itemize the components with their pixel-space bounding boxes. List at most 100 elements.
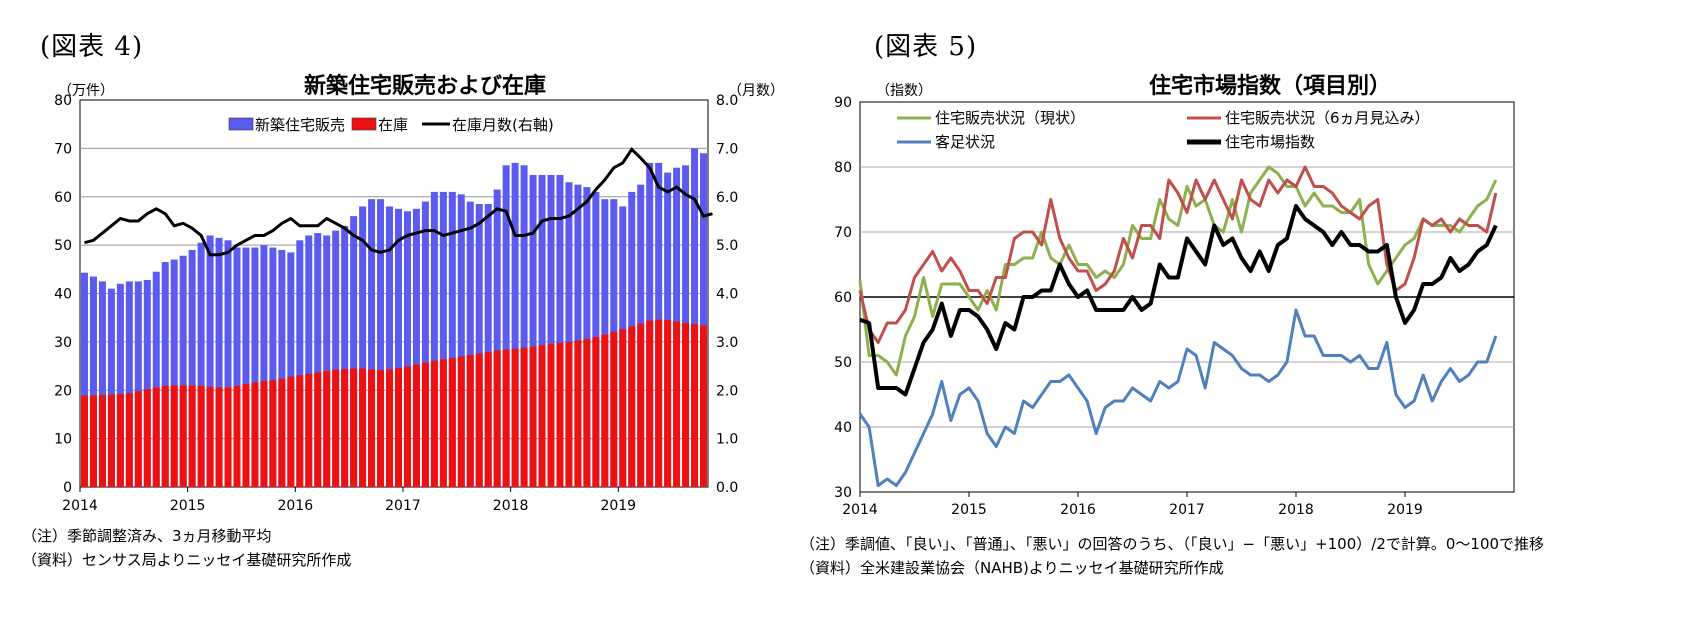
sales-bar <box>430 191 438 487</box>
inventory-bar <box>538 345 546 487</box>
inventory-bar <box>296 375 304 487</box>
inventory-bar <box>206 386 214 487</box>
inventory-bar <box>260 381 268 487</box>
legend-swatch <box>228 117 254 131</box>
sales-bar <box>475 204 483 487</box>
y-tick-label: 0 <box>63 480 72 496</box>
x-tick-label: 2018 <box>493 498 529 514</box>
inventory-bar <box>664 320 672 487</box>
x-tick-label: 2014 <box>62 498 98 514</box>
x-tick-label: 2018 <box>1278 502 1314 518</box>
sales-bar <box>107 288 115 487</box>
sales-bar <box>224 240 232 487</box>
sales-bar <box>547 174 555 487</box>
sales-bar <box>269 247 277 487</box>
sales-bar <box>700 153 708 487</box>
sales-bar <box>520 165 528 487</box>
right-panel: (図表 5) 住宅市場指数（項目別） （指数） 30 40 50 60 70 80 90 20… <box>800 0 1683 632</box>
sales-bar <box>350 216 358 487</box>
sales-bar <box>691 148 699 487</box>
inventory-bar <box>484 352 492 487</box>
inventory-bar <box>412 364 420 487</box>
inventory-bar <box>565 341 573 487</box>
y-right-tick-label: 7.0 <box>716 141 738 157</box>
y-tick-label: 80 <box>54 93 72 109</box>
inventory-bar <box>350 368 358 487</box>
sales-bar <box>161 262 169 487</box>
inventory-bar <box>107 394 115 487</box>
x-tick-label: 2015 <box>951 502 987 518</box>
sales-bar <box>448 191 456 487</box>
inventory-bar <box>143 389 151 487</box>
x-tick-label: 2017 <box>385 498 421 514</box>
sales-bar <box>386 206 394 488</box>
inventory-bar <box>368 369 376 487</box>
inventory-bar <box>188 385 196 487</box>
inventory-bar <box>233 385 241 487</box>
inventory-bar <box>269 380 277 487</box>
inventory-bar <box>116 394 124 487</box>
inventory-bar <box>323 370 331 487</box>
inventory-bar <box>403 366 411 487</box>
y-tick-label: 70 <box>54 141 72 157</box>
y-tick-label: 40 <box>54 287 72 303</box>
y-right-tick-label: 0.0 <box>716 480 738 496</box>
inventory-bar <box>574 340 582 487</box>
sales-bar <box>98 281 106 487</box>
inventory-bar <box>377 369 385 487</box>
inventory-bar <box>332 369 340 487</box>
sales-bar <box>439 191 447 487</box>
legend-swatch <box>351 117 377 131</box>
sales-bar <box>341 225 349 487</box>
inventory-bar <box>700 325 708 487</box>
y-tick-label: 50 <box>834 355 852 371</box>
inventory-bar <box>475 353 483 487</box>
sales-bar <box>583 187 591 487</box>
x-tick-label: 2019 <box>1387 502 1423 518</box>
y-right-tick-label: 2.0 <box>716 383 738 399</box>
inventory-bar <box>314 372 322 487</box>
sales-bar <box>233 247 241 487</box>
sales-bar <box>278 249 286 487</box>
y-right-tick-label: 8.0 <box>716 93 738 109</box>
sales-bar <box>251 247 259 487</box>
sales-bar <box>305 235 313 487</box>
sales-inventory-chart: 0 10 20 30 40 50 60 70 80 0.0 1.0 2.0 3.0 4.0 5.0 6.0 7.… <box>54 93 738 514</box>
sales-bar <box>215 237 223 487</box>
inventory-bar <box>359 368 367 487</box>
inventory-bar <box>80 395 88 487</box>
inventory-bar <box>89 395 97 487</box>
sales-bar <box>502 165 510 487</box>
sales-bar <box>125 281 133 487</box>
legend-label: 客足状況 <box>935 133 995 151</box>
inventory-bar <box>466 354 474 487</box>
y-axis-unit-left: （万件） <box>58 83 114 99</box>
figure-label-4: (図表 4) <box>40 32 144 62</box>
inventory-bar <box>179 385 187 487</box>
months-line <box>84 147 713 257</box>
sales-bar <box>377 199 385 487</box>
y-right-tick-label: 1.0 <box>716 432 738 448</box>
note-left: （注）季節調整済み、3ヵ月移動平均 <box>22 527 272 545</box>
sales-bar <box>403 211 411 487</box>
sales-bar <box>188 249 196 487</box>
housing-index-chart: 30 40 50 60 70 80 90 2014 2015 2016 2017 2018 2019 住宅… <box>834 95 1515 518</box>
legend-label: 住宅市場指数 <box>1225 133 1315 151</box>
chart-title-right: 住宅市場指数（項目別） <box>1148 74 1391 99</box>
inventory-bar <box>242 383 250 487</box>
y-tick-label: 60 <box>54 190 72 206</box>
inventory-bar <box>251 382 259 487</box>
y-tick-label: 80 <box>834 160 852 176</box>
figure-label-5: (図表 5) <box>874 32 978 62</box>
inventory-bar <box>619 329 627 487</box>
inventory-bar <box>278 378 286 487</box>
x-tick-label: 2019 <box>600 498 636 514</box>
sales-bar <box>368 199 376 487</box>
y-tick-label: 60 <box>834 290 852 306</box>
y-tick-label: 10 <box>54 432 72 448</box>
inventory-bar <box>197 385 205 487</box>
sales-bar <box>466 201 474 487</box>
sales-bar <box>493 189 501 487</box>
inventory-bar <box>529 346 537 487</box>
sales-bar <box>574 184 582 487</box>
